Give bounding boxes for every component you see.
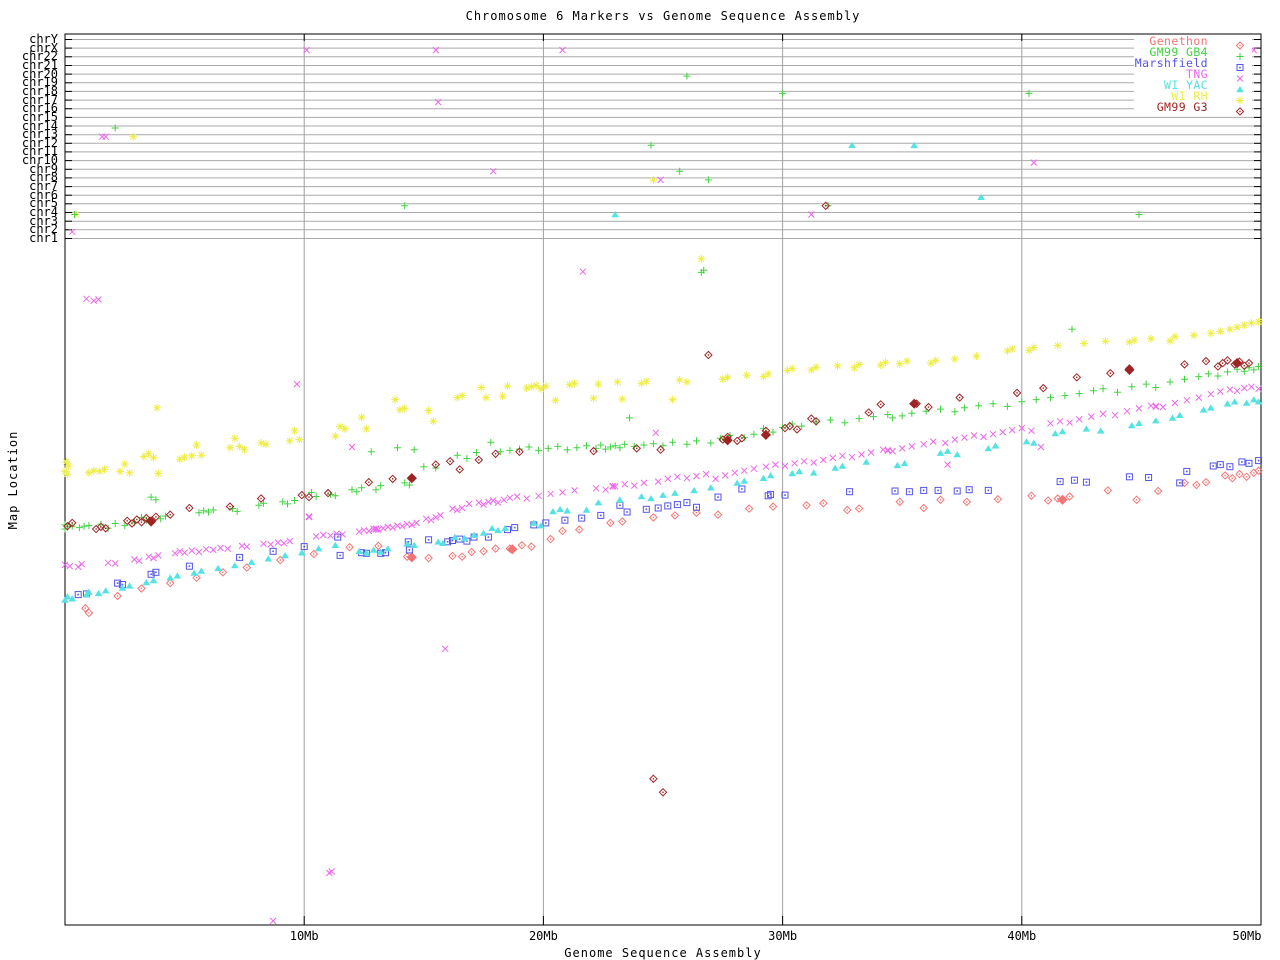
- legend-item-gm99-g3: GM99 G3: [1134, 100, 1252, 116]
- legend-label: Marshfield: [1134, 56, 1208, 70]
- chrom-label-chr5: chr5: [29, 196, 58, 211]
- chrom-label-chrX: chrX: [29, 40, 58, 55]
- chrom-label-chr4: chr4: [29, 205, 58, 219]
- legend-label: Genethon: [1149, 34, 1208, 48]
- chrom-label-chr18: chr18: [21, 83, 58, 98]
- x-tick-label-40mb: 40Mb: [1007, 929, 1037, 943]
- triangle-icon: [1208, 80, 1252, 93]
- square-dot-icon: [1208, 58, 1252, 71]
- x-tick-label-30mb: 30Mb: [768, 929, 798, 943]
- star-icon: [1208, 91, 1252, 105]
- chrom-label-chr10: chr10: [21, 153, 58, 168]
- chrom-label-chr1: chr1: [29, 230, 58, 245]
- chrom-label-chr12: chr12: [21, 135, 58, 150]
- chrom-label-chr15: chr15: [21, 109, 58, 124]
- series-tng: [61, 38, 1262, 925]
- legend-label: WI YAC: [1164, 78, 1208, 92]
- chrom-label-chr22: chr22: [21, 49, 58, 64]
- x-tick-label-20mb: 20Mb: [528, 929, 558, 943]
- legend-label: TNG: [1186, 67, 1208, 81]
- series-gm99-g3: [63, 201, 1254, 797]
- cross-icon: [1208, 69, 1252, 82]
- chrom-label-chr19: chr19: [21, 75, 58, 90]
- chrom-label-chr8: chr8: [29, 170, 58, 185]
- chrom-label-chr16: chr16: [21, 101, 58, 116]
- chrom-label-chr7: chr7: [29, 179, 58, 194]
- chrom-label-chr2: chr2: [29, 222, 58, 237]
- chrom-label-chr3: chr3: [29, 213, 58, 228]
- legend: Genethon GM99 GB4 Marshfield TNG WI YAC WI RH…: [1134, 34, 1252, 116]
- chrom-label-chr13: chr13: [21, 127, 58, 142]
- open-diamond-icon: [1208, 36, 1252, 50]
- legend-item-wi-yac: WI YAC: [1134, 78, 1252, 93]
- legend-item-gm99-gb4: GM99 GB4: [1134, 45, 1252, 60]
- chrom-label-chr11: chr11: [21, 144, 58, 159]
- series-gm99-gb4: [61, 72, 1263, 533]
- chrom-label-chr6: chr6: [29, 187, 58, 202]
- x-tick-label-50mb: 50Mb: [1232, 929, 1262, 943]
- chrom-label-chr9: chr9: [29, 161, 58, 176]
- y-axis-label: Map Location: [6, 430, 20, 530]
- legend-label: WI RH: [1171, 89, 1208, 103]
- chrom-label-chr14: chr14: [21, 118, 58, 133]
- chrom-label-chr20: chr20: [21, 66, 58, 81]
- legend-label: GM99 GB4: [1149, 45, 1208, 59]
- x-tick-label-10mb: 10Mb: [289, 929, 319, 943]
- legend-item-wi-rh: WI RH: [1134, 89, 1252, 105]
- chrom-label-chr21: chr21: [21, 57, 58, 72]
- plus-icon: [1208, 47, 1252, 60]
- open-diamond-icon: [1208, 102, 1252, 116]
- chrom-label-chr17: chr17: [21, 92, 58, 107]
- chrom-label-chrY: chrY: [29, 32, 58, 46]
- legend-item-tng: TNG: [1134, 67, 1252, 82]
- legend-item-genethon: Genethon: [1134, 34, 1252, 50]
- series-genethon: [80, 466, 1263, 618]
- series-wi-yac: [61, 141, 1263, 603]
- legend-item-marshfield: Marshfield: [1134, 56, 1252, 71]
- series-wi-rh: [61, 132, 1263, 479]
- legend-label: GM99 G3: [1156, 100, 1208, 114]
- chart-title: Chromosome 6 Markers vs Genome Sequence …: [465, 9, 861, 23]
- x-axis-label: Genome Sequence Assembly: [564, 946, 762, 960]
